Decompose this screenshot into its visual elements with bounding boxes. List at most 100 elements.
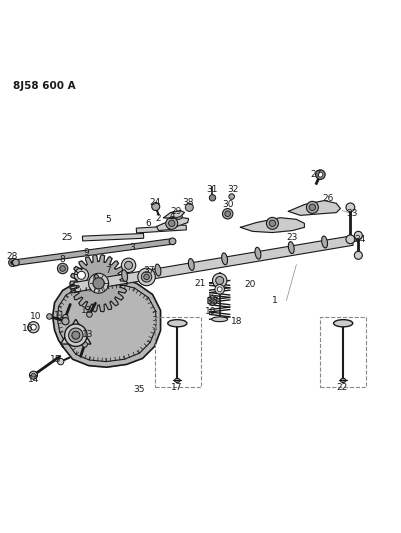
Polygon shape	[156, 218, 188, 231]
Text: 26: 26	[323, 194, 334, 203]
Circle shape	[209, 195, 216, 201]
Text: 23: 23	[287, 233, 298, 242]
Circle shape	[309, 204, 316, 211]
Circle shape	[138, 268, 155, 286]
Circle shape	[125, 261, 133, 269]
Circle shape	[47, 313, 52, 319]
Ellipse shape	[222, 253, 227, 265]
Ellipse shape	[122, 270, 128, 281]
Text: 20: 20	[245, 280, 256, 289]
Circle shape	[354, 231, 363, 239]
Circle shape	[87, 312, 92, 317]
Ellipse shape	[288, 241, 294, 254]
Ellipse shape	[70, 286, 79, 289]
Ellipse shape	[322, 236, 328, 248]
Circle shape	[82, 342, 87, 347]
Circle shape	[169, 238, 176, 245]
Ellipse shape	[94, 274, 100, 286]
Bar	[154, 317, 200, 387]
Circle shape	[60, 266, 65, 271]
Circle shape	[266, 217, 278, 229]
Bar	[83, 233, 144, 241]
Text: 8J58 600 A: 8J58 600 A	[13, 80, 75, 91]
Circle shape	[144, 274, 149, 280]
Text: 9: 9	[84, 248, 89, 257]
Circle shape	[62, 318, 69, 325]
Text: 21: 21	[195, 279, 206, 288]
Circle shape	[346, 235, 355, 244]
Text: 1: 1	[271, 296, 277, 305]
Circle shape	[215, 285, 225, 294]
Circle shape	[229, 194, 235, 199]
Polygon shape	[89, 273, 109, 293]
Text: 29: 29	[171, 207, 182, 216]
Text: 3: 3	[130, 243, 136, 252]
Text: 17: 17	[171, 383, 182, 392]
Text: 36: 36	[207, 297, 218, 306]
Circle shape	[225, 211, 231, 216]
Circle shape	[72, 331, 80, 339]
Ellipse shape	[348, 239, 357, 242]
Circle shape	[29, 371, 37, 379]
Bar	[136, 225, 186, 233]
Text: 13: 13	[82, 330, 93, 339]
Text: 12: 12	[81, 306, 92, 315]
Text: 35: 35	[133, 385, 144, 394]
Circle shape	[122, 258, 136, 272]
Text: 8: 8	[60, 255, 65, 264]
Text: 22: 22	[337, 383, 348, 392]
Polygon shape	[70, 255, 128, 312]
Ellipse shape	[255, 247, 261, 259]
Circle shape	[63, 314, 68, 320]
Polygon shape	[241, 218, 304, 232]
Ellipse shape	[340, 378, 346, 382]
Circle shape	[316, 170, 325, 180]
Circle shape	[166, 217, 178, 229]
Circle shape	[77, 271, 85, 279]
Circle shape	[142, 272, 152, 282]
Ellipse shape	[212, 317, 228, 321]
Circle shape	[168, 220, 175, 227]
Text: 14: 14	[28, 375, 39, 384]
Polygon shape	[53, 279, 160, 367]
Circle shape	[210, 297, 215, 303]
Polygon shape	[74, 236, 353, 292]
Ellipse shape	[334, 320, 353, 327]
Circle shape	[28, 321, 39, 333]
Circle shape	[306, 201, 318, 213]
Polygon shape	[164, 211, 184, 219]
Circle shape	[217, 287, 222, 292]
Text: 15: 15	[50, 355, 62, 364]
Polygon shape	[93, 278, 104, 289]
Circle shape	[31, 373, 35, 377]
Text: 28: 28	[6, 252, 18, 261]
Text: 10: 10	[30, 312, 42, 321]
Text: 4: 4	[170, 211, 175, 220]
Text: 7: 7	[106, 266, 111, 275]
Circle shape	[12, 259, 19, 266]
Circle shape	[213, 273, 227, 288]
Ellipse shape	[168, 320, 187, 327]
Circle shape	[346, 203, 355, 212]
Polygon shape	[16, 239, 173, 265]
Polygon shape	[288, 200, 340, 215]
Text: 38: 38	[182, 198, 193, 207]
Text: 19: 19	[205, 307, 216, 316]
Text: 25: 25	[61, 233, 72, 242]
Ellipse shape	[174, 378, 180, 382]
Text: 37: 37	[143, 266, 154, 275]
Text: 2: 2	[156, 214, 161, 223]
Text: 16: 16	[22, 324, 34, 333]
Circle shape	[318, 172, 323, 177]
Circle shape	[74, 268, 89, 282]
Circle shape	[216, 277, 224, 285]
Circle shape	[65, 324, 87, 346]
Circle shape	[152, 203, 160, 211]
Circle shape	[11, 261, 15, 264]
Circle shape	[57, 358, 64, 365]
Circle shape	[30, 325, 36, 330]
Text: 33: 33	[346, 209, 357, 218]
Circle shape	[57, 263, 68, 273]
Text: 27: 27	[311, 170, 322, 179]
Circle shape	[185, 204, 193, 212]
